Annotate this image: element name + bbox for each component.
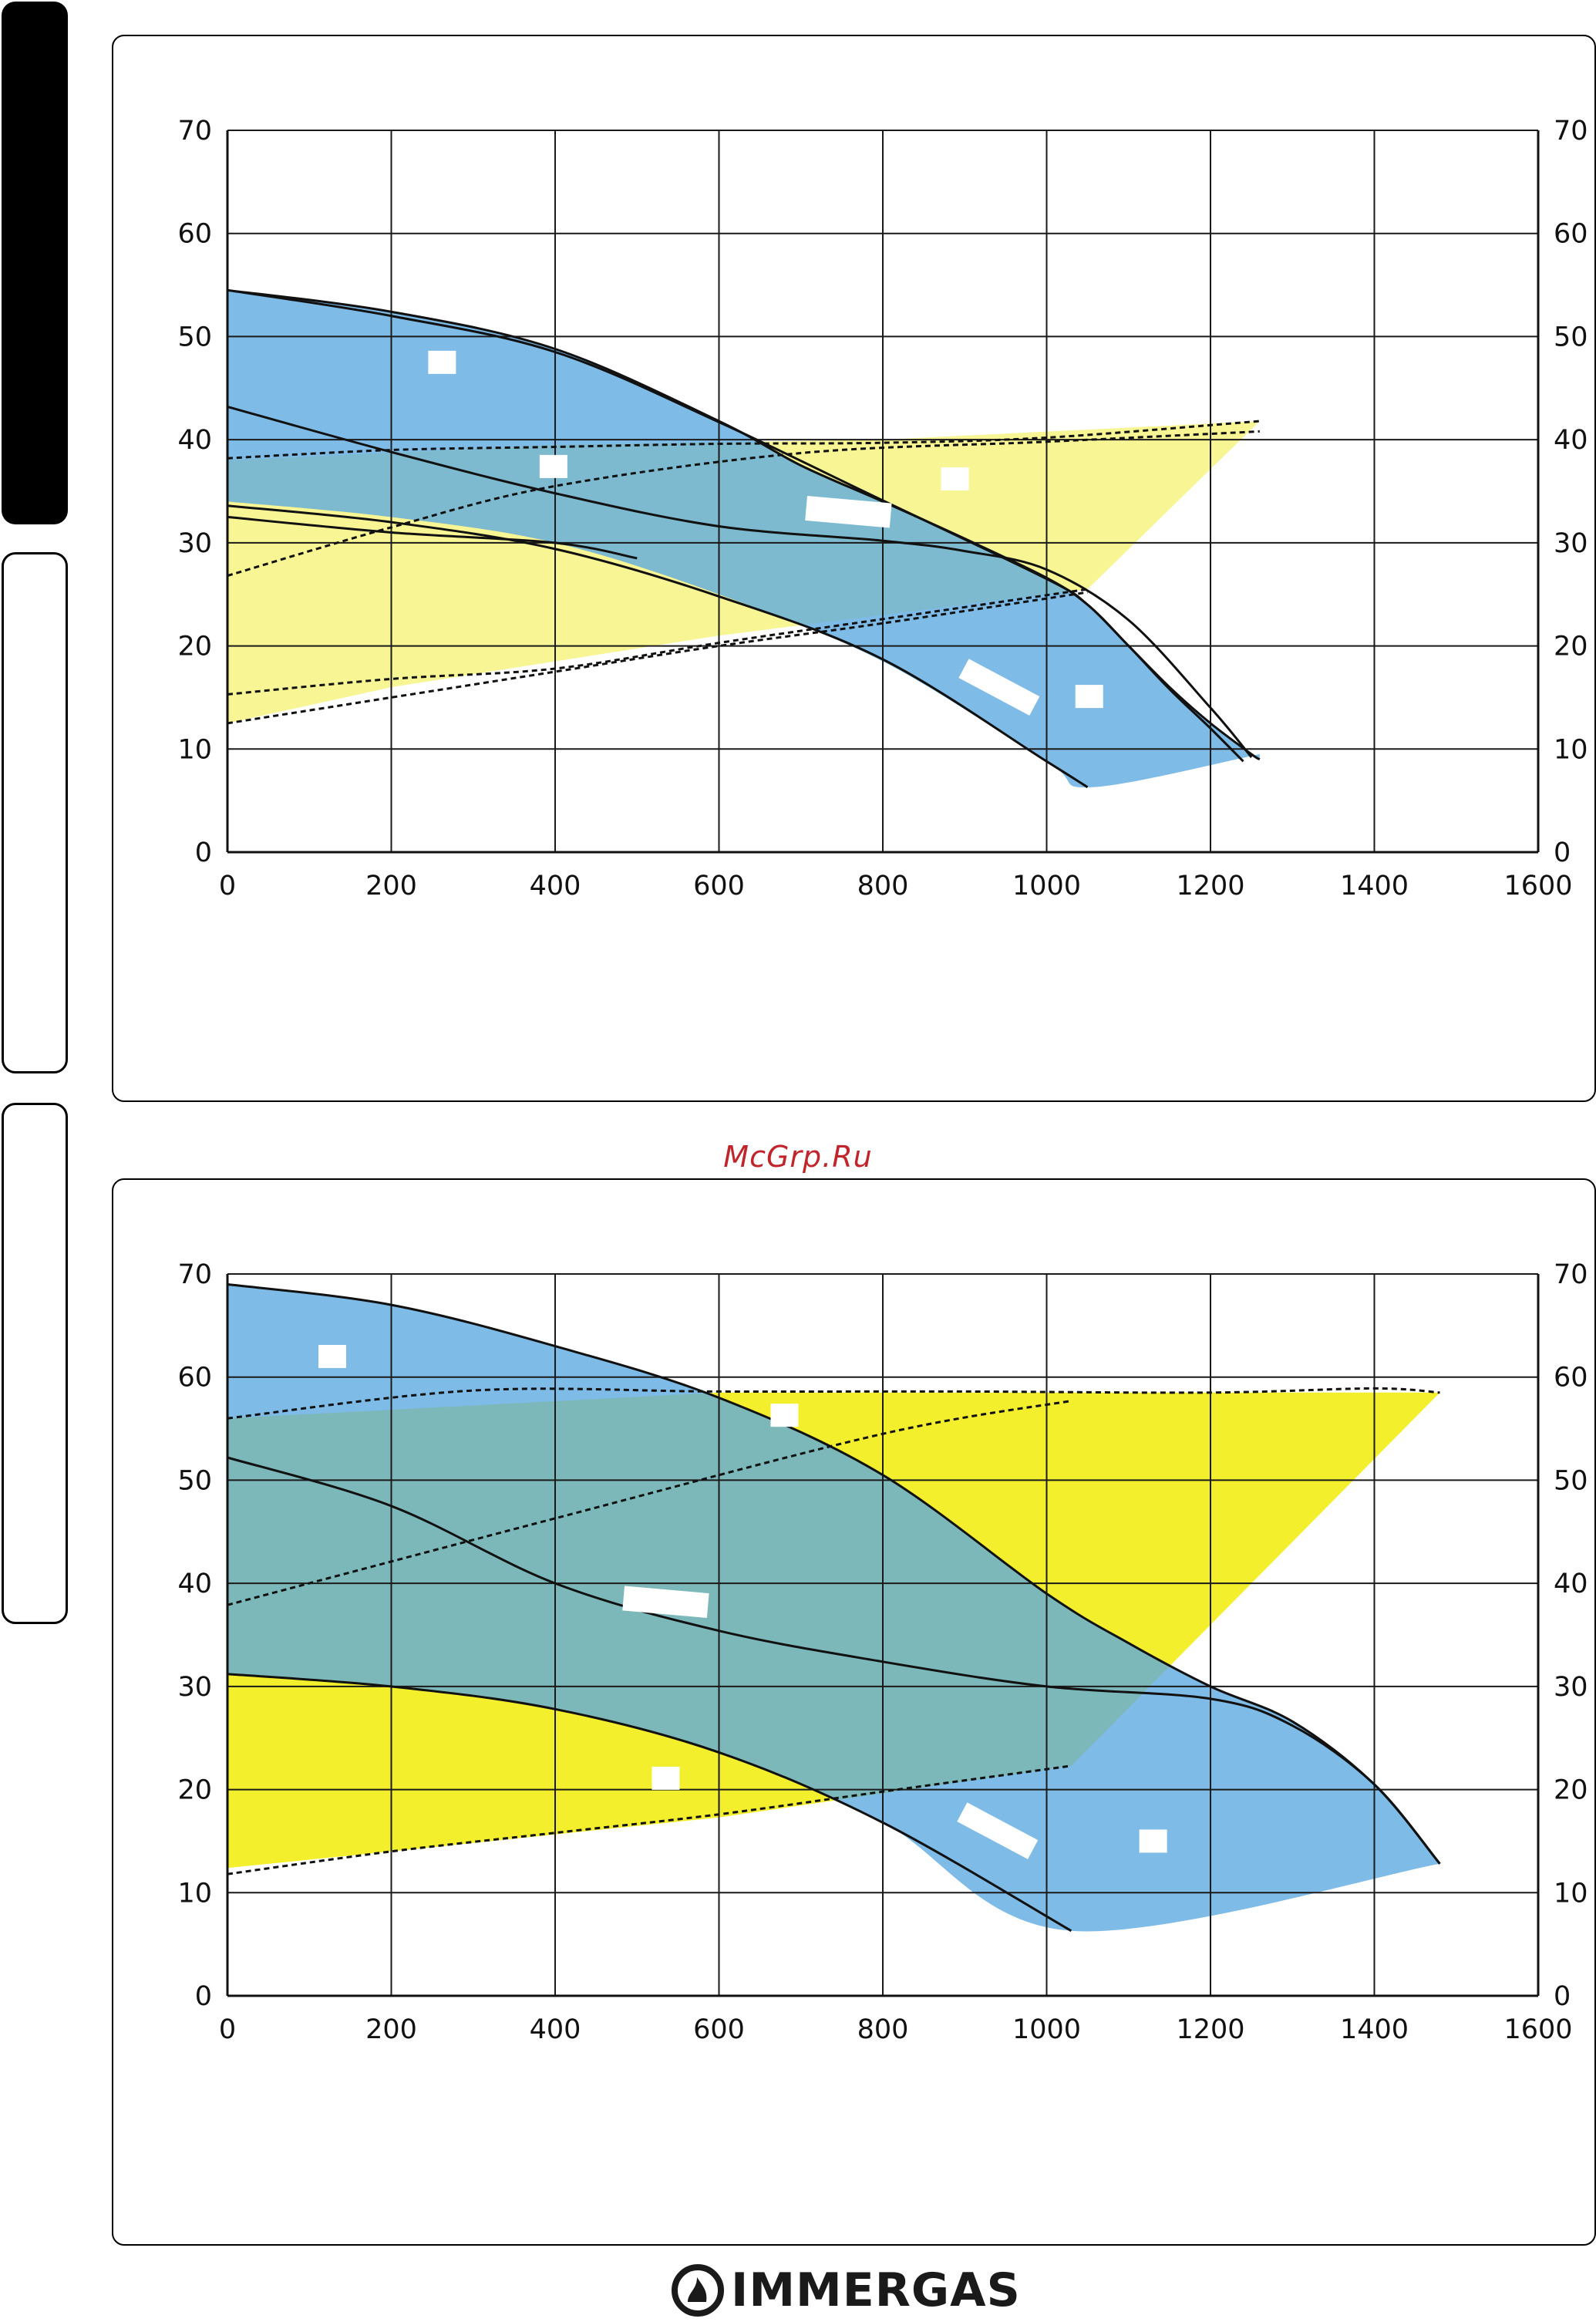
y-tick-label-left: 50 xyxy=(177,322,212,352)
label-box xyxy=(318,1344,346,1368)
label-box-slanted xyxy=(958,659,1040,716)
side-tab-3[interactable] xyxy=(2,1103,68,1624)
label-box-wide xyxy=(622,1586,709,1618)
y-tick-label-left: 0 xyxy=(195,1981,212,2012)
x-tick-label: 1600 xyxy=(1503,871,1572,902)
y-tick-label-right: 50 xyxy=(1554,1465,1588,1496)
y-tick-label-left: 30 xyxy=(177,1672,212,1703)
system-curve-dashed xyxy=(227,591,1088,725)
label-box xyxy=(428,350,456,374)
watermark-text: McGrp.Ru xyxy=(723,1140,873,1174)
y-tick-label-right: 10 xyxy=(1554,1878,1588,1909)
x-tick-label: 400 xyxy=(530,871,581,902)
x-tick-label: 800 xyxy=(857,871,909,902)
y-tick-label-right: 20 xyxy=(1554,1775,1588,1806)
label-box-wide xyxy=(805,496,892,528)
y-tick-label-left: 50 xyxy=(177,1465,212,1496)
x-tick-label: 1600 xyxy=(1503,2014,1572,2045)
brand-name: IMMERGAS xyxy=(731,2263,1021,2317)
label-box xyxy=(539,454,567,478)
x-tick-label: 1200 xyxy=(1176,871,1244,902)
y-tick-label-right: 40 xyxy=(1554,1569,1588,1599)
y-tick-label-right: 0 xyxy=(1554,1981,1571,2012)
y-tick-label-left: 30 xyxy=(177,528,212,559)
system-curve-dashed xyxy=(227,1764,1072,1875)
x-tick-label: 600 xyxy=(693,871,745,902)
x-tick-label: 1400 xyxy=(1340,2014,1409,2045)
pump-curve xyxy=(227,1673,1072,1933)
y-tick-label-right: 70 xyxy=(1554,116,1588,147)
y-tick-label-right: 0 xyxy=(1554,837,1571,868)
system-curve-dashed xyxy=(227,1387,1440,1420)
system-curve-dashed xyxy=(227,1400,1072,1606)
side-tab-2[interactable] xyxy=(2,552,68,1073)
chart-panel-bottom: 0 0 10 10 20 20 30 30 40 40 50 50 60 60 70 70 0 200 400 600… xyxy=(112,1178,1596,2246)
pump-curve xyxy=(227,504,1089,789)
x-tick-label: 400 xyxy=(530,2014,581,2045)
pump-curve xyxy=(227,288,1261,760)
y-tick-label-right: 40 xyxy=(1554,425,1588,456)
y-tick-label-right: 20 xyxy=(1554,632,1588,662)
blue-pump-envelope xyxy=(227,290,1260,787)
x-tick-label: 1000 xyxy=(1012,871,1081,902)
y-tick-label-right: 30 xyxy=(1554,1672,1588,1703)
y-tick-label-left: 60 xyxy=(177,219,212,250)
x-tick-label: 200 xyxy=(365,2014,417,2045)
side-tab-active[interactable] xyxy=(2,2,68,524)
pump-curve xyxy=(227,1282,1441,1865)
y-tick-label-right: 10 xyxy=(1554,734,1588,765)
y-tick-label-left: 60 xyxy=(177,1363,212,1394)
y-tick-label-right: 60 xyxy=(1554,219,1588,250)
y-tick-label-right: 70 xyxy=(1554,1259,1588,1290)
x-tick-label: 1200 xyxy=(1176,2014,1244,2045)
label-box xyxy=(941,467,969,490)
x-tick-label: 0 xyxy=(219,2014,236,2045)
y-tick-label-right: 30 xyxy=(1554,528,1588,559)
label-box xyxy=(1075,685,1103,709)
x-tick-label: 1400 xyxy=(1340,871,1409,902)
blue-pump-envelope xyxy=(227,1284,1440,1932)
y-tick-label-left: 40 xyxy=(177,425,212,456)
pump-curve xyxy=(227,515,638,560)
system-curve-dashed xyxy=(227,430,1260,578)
x-tick-label: 600 xyxy=(693,2014,745,2045)
y-tick-label-left: 20 xyxy=(177,1775,212,1806)
y-tick-label-left: 10 xyxy=(177,734,212,765)
pump-curve xyxy=(227,405,1253,758)
y-tick-label-right: 60 xyxy=(1554,1363,1588,1394)
label-box xyxy=(770,1404,799,1427)
y-tick-label-right: 50 xyxy=(1554,322,1588,352)
x-tick-label: 0 xyxy=(219,871,236,902)
label-box xyxy=(652,1766,680,1790)
label-box xyxy=(1139,1829,1167,1853)
label-box-slanted xyxy=(957,1802,1039,1859)
y-tick-label-left: 10 xyxy=(177,1878,212,1909)
x-tick-label: 1000 xyxy=(1012,2014,1081,2045)
y-tick-label-left: 70 xyxy=(177,1259,212,1290)
x-tick-label: 800 xyxy=(857,2014,909,2045)
y-tick-label-left: 40 xyxy=(177,1569,212,1599)
y-tick-label-left: 70 xyxy=(177,116,212,147)
x-tick-label: 200 xyxy=(365,871,417,902)
immergas-flame-logo-icon xyxy=(672,2264,724,2317)
pump-curve xyxy=(227,1456,1441,1865)
y-tick-label-left: 0 xyxy=(195,837,212,868)
system-curve-dashed xyxy=(227,588,1088,696)
brand-logo: IMMERGAS xyxy=(671,2260,1021,2321)
system-curve-dashed xyxy=(227,420,1260,460)
y-tick-label-left: 20 xyxy=(177,632,212,662)
chart-panel-top: 0 0 10 10 20 20 30 30 40 40 50 50 60 60 70 70 0 200 400 600… xyxy=(112,35,1596,1102)
